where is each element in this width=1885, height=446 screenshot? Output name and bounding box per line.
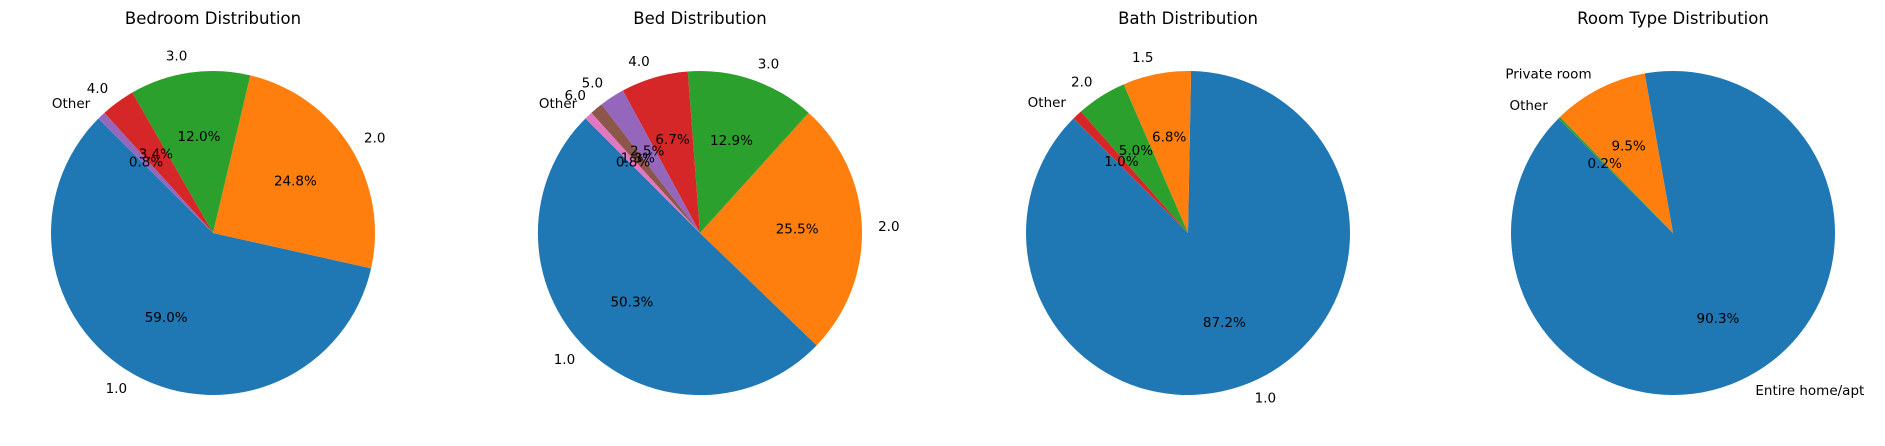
slice-label: 4.0 bbox=[628, 54, 649, 70]
pie-slice bbox=[1080, 84, 1188, 233]
slice-label: 5.0 bbox=[582, 75, 603, 91]
pie-slice bbox=[51, 118, 372, 396]
percent-label: 1.3% bbox=[621, 150, 655, 166]
room-type-pie-chart: Room Type Distribution Entire home/apt 90… bbox=[1505, 9, 1864, 399]
pie-slice bbox=[700, 112, 862, 346]
percent-label: 6.7% bbox=[655, 132, 689, 148]
slice-label: Other bbox=[52, 96, 91, 112]
bed-pie-chart: Bed Distribution 1.0 50.3% 2.0 25.5% 3.0 12.9… bbox=[537, 9, 900, 396]
slice-label: 3.0 bbox=[758, 56, 779, 72]
chart-title: Bed Distribution bbox=[633, 9, 766, 28]
pie-slice bbox=[537, 118, 817, 396]
slice-label: 2.0 bbox=[364, 130, 385, 146]
bath-pie-chart: Bath Distribution 1.0 87.2% 1.5 6.8% 2.0 5.0%… bbox=[1026, 9, 1351, 406]
slice-label: 4.0 bbox=[87, 81, 108, 97]
percent-label: 5.0% bbox=[1119, 143, 1153, 159]
slice-label: Private room bbox=[1505, 66, 1591, 82]
pie-slice bbox=[585, 112, 700, 233]
slice-label: 1.0 bbox=[1255, 390, 1276, 406]
slice-label: 1.0 bbox=[106, 381, 127, 397]
pie-slice bbox=[601, 90, 700, 233]
pie-slice bbox=[622, 71, 700, 234]
percent-label: 12.0% bbox=[178, 129, 221, 145]
pie-slice bbox=[1558, 117, 1673, 233]
percent-label: 87.2% bbox=[1203, 315, 1246, 331]
percent-label: 25.5% bbox=[776, 222, 819, 238]
pie-slice bbox=[1511, 70, 1836, 395]
percent-label: 2.5% bbox=[630, 143, 664, 159]
slice-label: 1.5 bbox=[1132, 50, 1153, 66]
pie-slice bbox=[132, 70, 251, 234]
pie-slice bbox=[687, 71, 809, 233]
pie-slice bbox=[104, 92, 213, 233]
percent-label: 59.0% bbox=[145, 310, 188, 326]
pie-slice bbox=[1073, 111, 1188, 233]
slice-label: 6.0 bbox=[564, 88, 585, 104]
slice-label: 2.0 bbox=[878, 219, 899, 235]
slice-label: Other bbox=[539, 96, 578, 112]
percent-label: 3.4% bbox=[139, 146, 173, 162]
chart-title: Room Type Distribution bbox=[1577, 9, 1769, 28]
slice-label: 2.0 bbox=[1071, 75, 1092, 91]
bedroom-pie-chart: Bedroom Distribution 1.0 59.0% 2.0 24.8% 3.0… bbox=[51, 9, 386, 397]
slice-label: Other bbox=[1509, 98, 1548, 114]
percent-label: 6.8% bbox=[1152, 130, 1186, 146]
percent-label: 24.8% bbox=[274, 173, 317, 189]
percent-label: 0.8% bbox=[616, 155, 650, 171]
pie-slice bbox=[1559, 73, 1673, 233]
slice-label: Other bbox=[1028, 95, 1067, 111]
slice-label: 1.0 bbox=[554, 352, 575, 368]
percent-label: 0.2% bbox=[1588, 156, 1622, 172]
pie-slice bbox=[1123, 71, 1192, 233]
chart-title: Bath Distribution bbox=[1118, 9, 1258, 28]
slice-label: Entire home/apt bbox=[1755, 383, 1864, 399]
slice-label: 3.0 bbox=[166, 49, 187, 65]
percent-label: 9.5% bbox=[1611, 139, 1645, 155]
pie-slice bbox=[591, 104, 700, 234]
chart-title: Bedroom Distribution bbox=[125, 9, 301, 28]
percent-label: 1.0% bbox=[1104, 154, 1138, 170]
percent-label: 50.3% bbox=[610, 294, 653, 310]
pie-slice bbox=[1026, 71, 1351, 396]
percent-label: 90.3% bbox=[1696, 311, 1739, 327]
percent-label: 0.8% bbox=[129, 155, 163, 171]
pie-slice bbox=[213, 75, 376, 269]
pie-slice bbox=[98, 112, 213, 233]
percent-label: 12.9% bbox=[710, 133, 753, 149]
